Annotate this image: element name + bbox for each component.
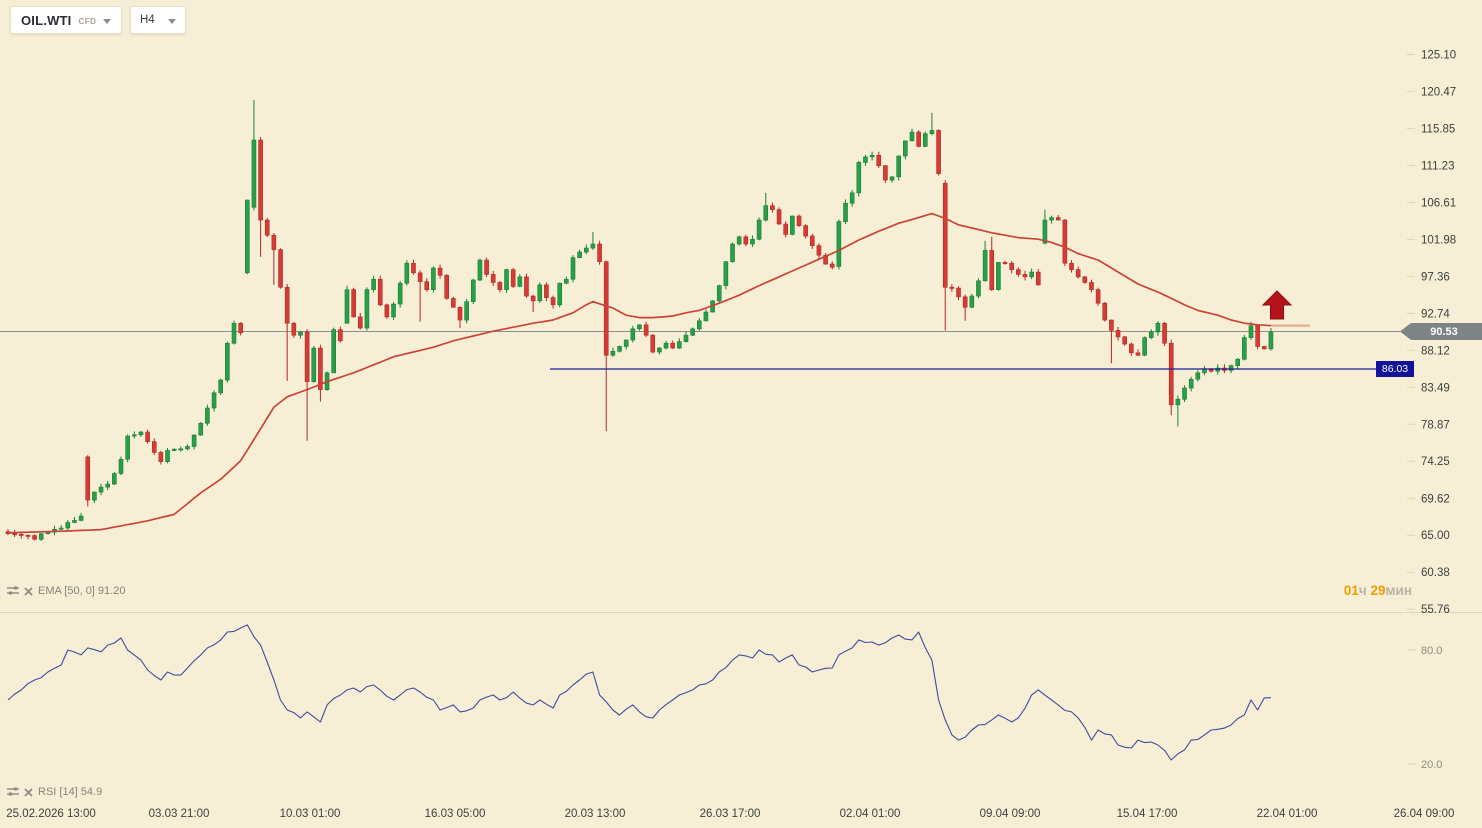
instrument-type-label: CFD	[78, 16, 97, 26]
svg-text:106.61: 106.61	[1421, 197, 1456, 209]
candlestick-series	[5, 100, 1274, 542]
svg-text:15.04 17:00: 15.04 17:00	[1117, 808, 1178, 820]
indicator-settings-icon[interactable]	[7, 586, 19, 596]
rsi-level-axis: 80.0 20.0	[1408, 645, 1442, 771]
countdown-hours-unit: ч	[1358, 583, 1367, 598]
rsi-indicator-legend: RSI [14] 54.9	[7, 786, 102, 798]
date-axis: 25.02.2026 13:00 03.03 21:00 10.03 01:00 16…	[6, 808, 1454, 820]
svg-text:78.87: 78.87	[1421, 419, 1450, 431]
svg-text:125.10: 125.10	[1421, 49, 1456, 61]
svg-text:16.03 05:00: 16.03 05:00	[425, 808, 486, 820]
svg-text:20.03 13:00: 20.03 13:00	[565, 808, 626, 820]
svg-text:20.0: 20.0	[1421, 759, 1442, 771]
svg-text:83.49: 83.49	[1421, 382, 1450, 394]
indicator-remove-icon[interactable]	[24, 586, 33, 596]
ema-indicator-legend: EMA [50, 0] 91.20	[7, 585, 125, 597]
svg-text:09.04 09:00: 09.04 09:00	[980, 808, 1041, 820]
countdown-minutes: 29	[1370, 583, 1386, 598]
current-price-badge: 90.53	[1400, 323, 1482, 340]
svg-text:10.03 01:00: 10.03 01:00	[280, 808, 341, 820]
svg-text:74.25: 74.25	[1421, 456, 1450, 468]
indicator-remove-icon[interactable]	[24, 787, 33, 797]
svg-text:25.02.2026 13:00: 25.02.2026 13:00	[6, 808, 96, 820]
candle-countdown-timer: 01ч 29мин	[1344, 583, 1412, 598]
countdown-hours: 01	[1343, 583, 1359, 598]
svg-text:22.04 01:00: 22.04 01:00	[1257, 808, 1318, 820]
svg-text:120.47: 120.47	[1421, 86, 1456, 98]
svg-text:60.38: 60.38	[1421, 567, 1450, 579]
ema-label: EMA [50, 0] 91.20	[38, 585, 126, 597]
svg-text:26.03 17:00: 26.03 17:00	[700, 808, 761, 820]
svg-text:80.0: 80.0	[1421, 645, 1442, 657]
chevron-down-icon	[103, 18, 112, 24]
svg-text:115.85: 115.85	[1421, 123, 1455, 135]
svg-text:101.98: 101.98	[1421, 234, 1456, 246]
countdown-minutes-unit: мин	[1385, 583, 1412, 598]
svg-text:03.03 21:00: 03.03 21:00	[149, 808, 210, 820]
symbol-name: OIL.WTI	[21, 12, 72, 28]
rsi-line[interactable]	[7, 624, 1271, 761]
timeframe-label: H4	[140, 14, 155, 26]
svg-text:111.23: 111.23	[1421, 160, 1454, 172]
buy-arrow-marker[interactable]	[1261, 290, 1293, 320]
indicator-settings-icon[interactable]	[7, 787, 19, 797]
symbol-selector[interactable]: OIL.WTI CFD	[10, 6, 123, 34]
svg-text:55.76: 55.76	[1421, 604, 1450, 616]
svg-text:92.74: 92.74	[1421, 308, 1450, 320]
svg-text:02.04 01:00: 02.04 01:00	[840, 808, 901, 820]
ema-line[interactable]	[7, 212, 1310, 534]
svg-text:65.00: 65.00	[1421, 530, 1450, 542]
svg-text:26.04 09:00: 26.04 09:00	[1394, 808, 1455, 820]
svg-text:88.12: 88.12	[1421, 345, 1450, 357]
chevron-down-icon	[168, 18, 176, 24]
svg-text:97.36: 97.36	[1421, 271, 1450, 283]
price-axis: 125.10 120.47 115.85 111.23 106.61 101.98 97.3…	[1407, 49, 1456, 616]
support-price-badge[interactable]: 86.03	[1376, 361, 1414, 377]
rsi-label: RSI [14] 54.9	[38, 786, 103, 798]
svg-text:69.62: 69.62	[1421, 493, 1450, 505]
timeframe-selector[interactable]: H4	[130, 6, 186, 34]
